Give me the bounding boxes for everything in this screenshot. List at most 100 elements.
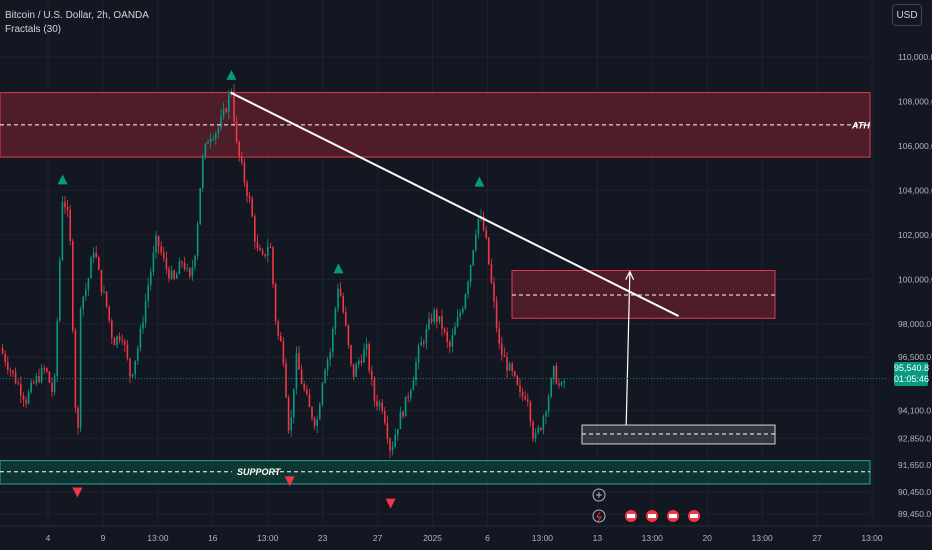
candle-down	[251, 198, 253, 217]
candle-down	[160, 246, 162, 253]
candle-up	[547, 396, 550, 412]
candle-up	[410, 390, 412, 398]
candle-down	[376, 400, 378, 407]
candle-up	[399, 411, 402, 430]
candle-down	[48, 371, 51, 383]
candle-down	[285, 363, 287, 398]
candle-down	[277, 321, 279, 336]
candle-up	[508, 363, 511, 371]
candle-down	[272, 247, 274, 285]
price-tick-label: 98,000.0	[898, 319, 931, 329]
candle-up	[550, 378, 552, 397]
time-tick-label: 27	[373, 533, 383, 543]
candle-up	[137, 348, 139, 361]
candle-up	[475, 234, 477, 251]
candle-up	[131, 374, 134, 377]
symbol-title[interactable]: Bitcoin / U.S. Dollar, 2h, OANDA	[5, 10, 149, 21]
candle-up	[178, 261, 181, 275]
candle-up	[316, 419, 318, 426]
time-tick-label: 13:00	[751, 533, 773, 543]
candle-up	[456, 316, 459, 327]
candle-up	[537, 427, 539, 433]
candle-up	[228, 94, 230, 113]
candle-down	[511, 363, 513, 372]
chart-legend[interactable]: Bitcoin / U.S. Dollar, 2h, OANDA Fractal…	[5, 9, 149, 37]
bolt-icon	[596, 511, 602, 522]
candle-down	[189, 268, 191, 277]
candle-down	[121, 340, 123, 342]
candle-down	[532, 421, 534, 439]
candle-up	[420, 341, 422, 346]
candle-down	[540, 427, 542, 430]
candle-up	[170, 270, 173, 279]
candle-down	[339, 288, 342, 297]
candle-up	[207, 141, 209, 144]
candle-up	[103, 291, 105, 293]
candle-down	[306, 389, 308, 395]
candle-up	[204, 143, 207, 157]
time-tick-label: 16	[208, 533, 218, 543]
candle-up	[321, 382, 324, 405]
candle-down	[261, 250, 264, 254]
candle-up	[534, 432, 537, 439]
zone-lines-layer: ATH SUPPORT	[0, 120, 870, 478]
candle-down	[501, 343, 503, 356]
support-label: SUPPORT	[237, 467, 282, 477]
candle-down	[33, 382, 35, 384]
candle-up	[454, 326, 456, 335]
candle-up	[394, 435, 396, 447]
candle-down	[303, 383, 305, 390]
ath-label: ATH	[851, 120, 870, 130]
candle-down	[449, 341, 451, 347]
price-tick-label: 102,000.0	[898, 230, 932, 240]
candle-up	[139, 328, 142, 349]
candle-up	[417, 345, 420, 363]
time-tick-label: 2025	[423, 533, 442, 543]
fractal-up-icon	[57, 174, 68, 185]
candle-up	[428, 318, 430, 330]
candle-down	[443, 328, 446, 332]
candle-up	[462, 308, 464, 313]
candle-down	[373, 379, 376, 401]
candle-up	[186, 268, 188, 270]
candle-up	[415, 362, 417, 381]
support-label-bg	[232, 465, 274, 478]
candle-up	[147, 285, 149, 301]
candle-down	[274, 284, 277, 322]
time-axis: 4 9 13:00 16 13:00 23 27 2025 6 13:00 13 13:00 20 13:…	[0, 525, 932, 543]
candle-down	[25, 399, 27, 404]
candle-down	[482, 216, 485, 231]
candle-up	[412, 380, 415, 391]
currency-button[interactable]: USD	[892, 4, 922, 26]
candle-down	[371, 371, 373, 380]
price-axis-bg	[888, 0, 932, 550]
time-tick-label: 23	[318, 533, 328, 543]
events-layer	[592, 488, 700, 523]
candle-down	[163, 252, 165, 259]
candle-down	[389, 438, 391, 451]
candle-down	[350, 345, 352, 364]
indicator-title[interactable]: Fractals (30)	[5, 24, 62, 35]
candle-up	[82, 296, 84, 309]
candle-down	[381, 402, 383, 412]
time-tick-label: 13:00	[642, 533, 664, 543]
fractal-up-icon	[333, 263, 344, 274]
candle-down	[282, 341, 285, 364]
time-tick-label: 13:00	[861, 533, 883, 543]
zones-layer	[0, 92, 871, 485]
candle-up	[553, 365, 555, 379]
candle-down	[430, 318, 433, 322]
candle-up	[79, 308, 82, 428]
last-price-badge: 95,540.8 01:05:46	[894, 362, 929, 386]
candle-down	[503, 355, 506, 357]
candle-down	[66, 207, 69, 211]
candle-down	[111, 320, 113, 339]
candle-down	[157, 236, 160, 247]
candle-down	[527, 399, 529, 402]
candle-up	[326, 359, 329, 371]
time-tick-label: 4	[46, 533, 51, 543]
time-tick-label: 13	[593, 533, 603, 543]
candles-layer	[1, 84, 565, 458]
candle-up	[464, 294, 467, 309]
